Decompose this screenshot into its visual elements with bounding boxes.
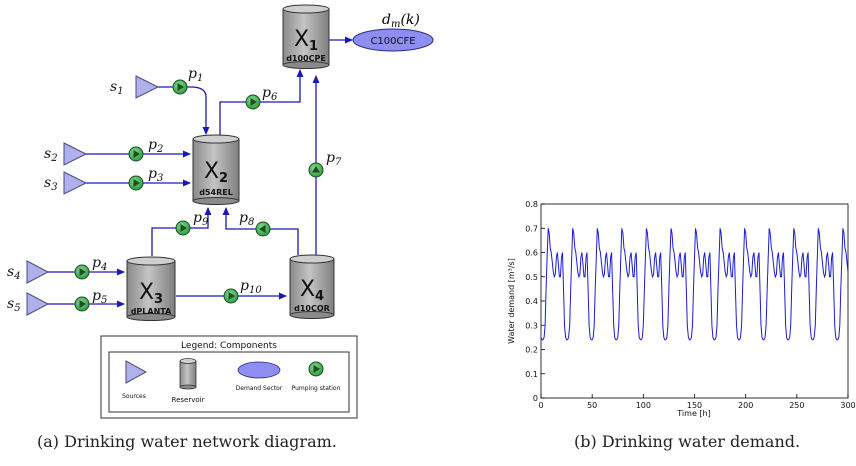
y-tick-label: 0.7 [525,224,538,233]
pump-p1-icon [172,79,188,95]
pump-p7-label: p7 [326,150,342,168]
pump-p9-label: p9 [193,210,209,228]
legend-pump-label: Pumping station [292,385,341,392]
reservoir-x1-code: d100CPE [286,54,326,63]
source-s1-icon [135,75,160,99]
y-tick-label: 0.1 [525,370,538,379]
x-axis-label: Time [h] [676,409,710,418]
source-s5-icon [26,292,50,316]
legend-source-icon [125,360,148,384]
source-s1-label: s1 [110,79,124,97]
legend-reservoir-label: Reservoir [172,396,205,404]
y-ticks: 0 0.1 0.2 0.3 0.4 0.5 0.6 0.7 0.8 [525,200,545,403]
series-line-water-demand [540,228,849,341]
legend-title: Legend: Components [181,341,277,351]
pump-p9-icon [175,220,191,236]
source-s3-icon [63,171,88,195]
pump-p1-label: p1 [188,66,203,84]
x-tick-label: 100 [636,401,651,410]
pump-p6-icon [245,94,261,110]
y-tick-label: 0.3 [525,321,538,330]
demand-annotation: dm(k) [382,12,420,30]
pumps [74,79,324,312]
y-axis-label: Water demand [m³/s] [507,258,516,344]
source-s2-label: s2 [44,146,58,164]
reservoir-x4-name: X4 [300,277,324,304]
plot-frame [540,203,849,399]
legend: Legend: Components Sources Reservoir Dem… [100,335,358,419]
network-diagram: C100CFE dm(k) X1 d100CPE X2 d54REL X3 dP… [7,4,434,419]
x-tick-label: 250 [789,401,804,410]
reservoir-x3-name: X3 [139,280,163,307]
x-tick-label: 300 [840,401,855,410]
y-tick-label: 0.4 [525,297,538,306]
reservoir-x4-code: d10COR [294,304,330,313]
pump-p8-label: p8 [239,210,254,228]
x-tick-label: 0 [538,401,543,410]
source-s5-label: s5 [7,296,21,314]
x-tick-label: 150 [687,401,702,410]
legend-demand-label: Demand Sector [236,385,283,392]
pump-p3-label: p3 [148,166,163,184]
legend-demand-icon [237,361,281,379]
caption-a: (a) Drinking water network diagram. [37,432,337,451]
source-s4-label: s4 [7,264,21,282]
source-s2-icon [63,142,88,166]
pump-p5-icon [74,296,90,312]
pump-p10-label: p10 [240,278,262,296]
demand-sector: C100CFE [352,28,434,52]
pump-p8-icon [255,221,271,237]
pipe-s1-x2 [156,86,210,135]
pump-p4-icon [74,264,90,280]
y-tick-label: 0.2 [525,346,538,355]
y-tick-label: 0.6 [525,249,538,258]
pump-p4-label: p4 [92,255,107,273]
legend-sources-label: Sources [122,393,146,400]
legend-pump-icon [308,361,324,377]
reservoir-x2-name: X2 [204,159,228,186]
demand-label: C100CFE [370,36,415,47]
pump-p2-label: p2 [148,137,163,155]
y-tick-label: 0.8 [525,200,538,209]
x-tick-label: 50 [587,401,597,410]
reservoir-x2: X2 d54REL [192,134,240,205]
reservoir-x1: X1 d100CPE [282,4,330,69]
pump-p5-label: p5 [92,288,107,306]
pump-p2-icon [128,146,144,162]
x-ticks: 0 50 100 150 200 250 300 [538,394,856,410]
x-tick-label: 200 [738,401,753,410]
reservoir-x4: X4 d10COR [289,254,335,319]
caption-b: (b) Drinking water demand. [574,432,801,451]
legend-reservoir-icon [179,358,197,390]
reservoir-x1-name: X1 [294,27,318,54]
source-s4-icon [26,260,50,284]
y-tick-label: 0 [533,394,538,403]
demand-chart: 0 0.1 0.2 0.3 0.4 0.5 0.6 0.7 0.8 0 50 100 150 200 25… [507,200,856,418]
reservoir-x2-code: d54REL [199,188,233,197]
pump-p3-icon [128,175,144,191]
source-s3-label: s3 [44,175,58,193]
pump-p10-icon [223,288,239,304]
pump-p6-label: p6 [262,85,278,103]
sources [26,75,160,316]
y-tick-label: 0.5 [525,273,538,282]
reservoir-x3-code: dPLANTA [131,307,172,316]
pump-p7-icon [308,162,324,178]
reservoir-x3: X3 dPLANTA [126,256,176,321]
